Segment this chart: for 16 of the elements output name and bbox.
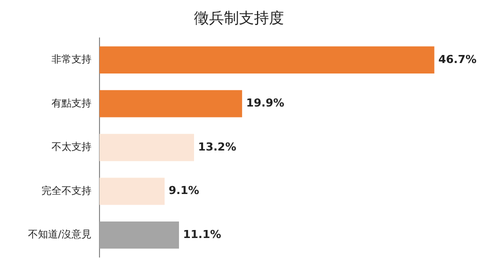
data-label: 9.1%: [168, 184, 200, 198]
chart-title: 徵兵制支持度: [194, 8, 284, 27]
data-label: 11.1%: [182, 228, 222, 241]
y-tick-label: 非常支持: [51, 53, 92, 66]
y-tick-label: 不太支持: [51, 141, 92, 154]
data-label: 19.9%: [246, 96, 284, 110]
y-tick-label: 有點支持: [51, 97, 92, 110]
data-label: 13.2%: [198, 140, 236, 154]
y-tick-label: 不知道/沒意見: [28, 228, 92, 241]
bar: [99, 178, 165, 205]
data-label: 46.7%: [438, 52, 476, 66]
bar: [99, 46, 434, 74]
bar: [99, 134, 194, 162]
y-tick-label: 完全不支持: [41, 184, 92, 197]
bar: [99, 222, 179, 249]
bar: [99, 90, 242, 118]
